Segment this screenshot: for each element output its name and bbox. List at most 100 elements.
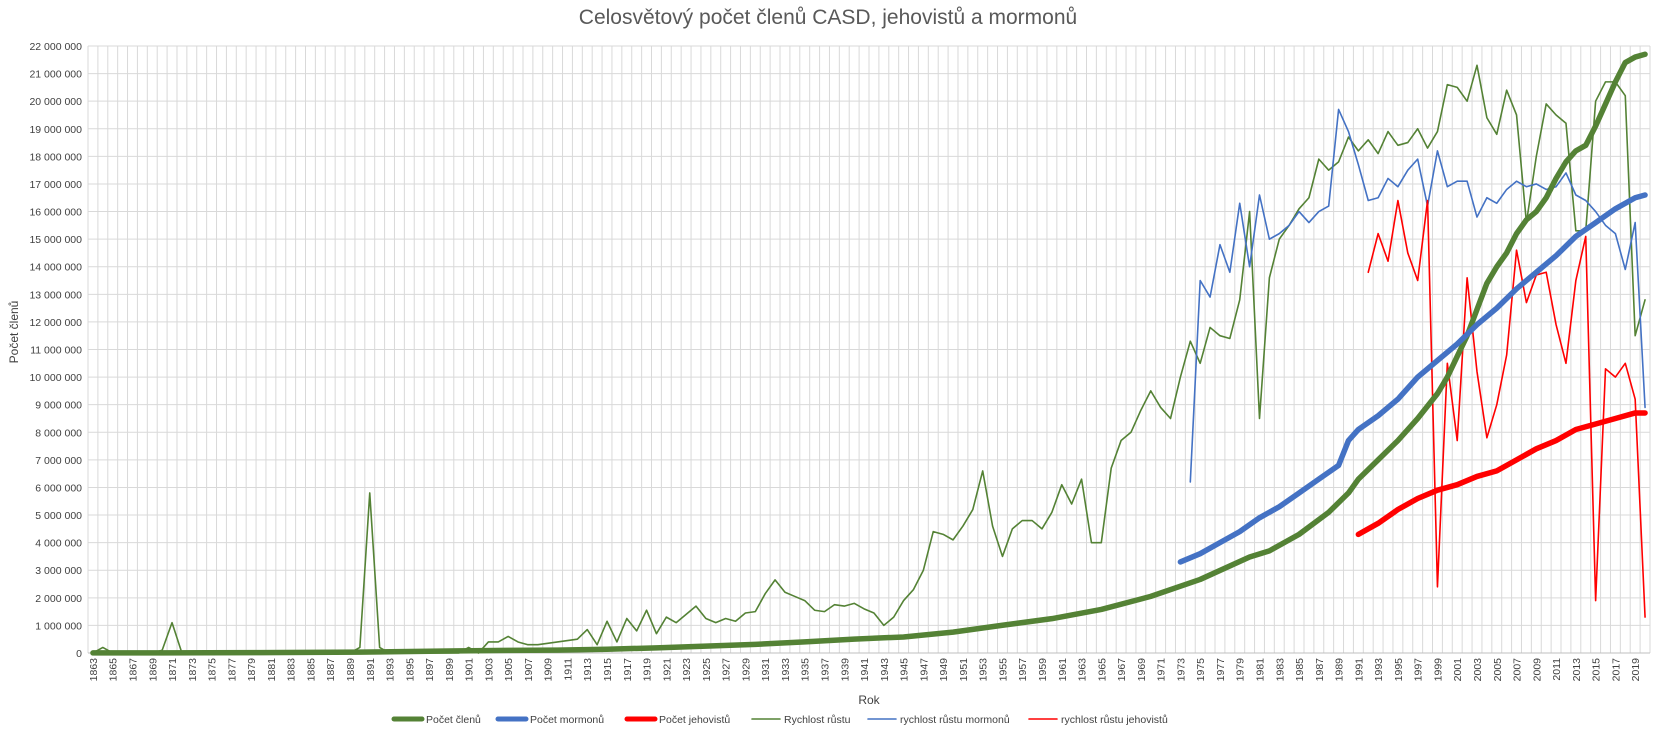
- x-tick-label: 2013: [1571, 658, 1583, 682]
- grid: [87, 45, 1651, 654]
- x-tick-label: 1997: [1413, 658, 1425, 682]
- x-tick-label: 1893: [385, 658, 397, 682]
- x-tick-label: 1863: [88, 658, 100, 682]
- x-tick-label: 1881: [266, 658, 278, 682]
- x-tick-label: 1945: [899, 658, 911, 682]
- legend-label: rychlost růstu mormonů: [900, 714, 1010, 726]
- x-tick-label: 1999: [1432, 658, 1444, 682]
- x-tick-label: 1927: [721, 658, 733, 682]
- x-tick-label: 1943: [879, 658, 891, 682]
- x-tick-label: 1957: [1017, 658, 1029, 682]
- x-tick-label: 1915: [602, 658, 614, 682]
- x-tick-label: 1947: [918, 658, 930, 682]
- x-tick-label: 1873: [187, 658, 199, 682]
- x-tick-label: 1941: [859, 658, 871, 682]
- x-tick-label: 1963: [1077, 658, 1089, 682]
- plot-area: [90, 51, 1648, 656]
- y-tick-label: 7 000 000: [35, 455, 82, 467]
- x-tick-label: 1925: [701, 658, 713, 682]
- x-tick-label: 1937: [820, 658, 832, 682]
- y-tick-label: 19 000 000: [29, 124, 82, 136]
- y-tick-label: 6 000 000: [35, 482, 82, 494]
- y-tick-label: 3 000 000: [35, 565, 82, 577]
- x-tick-label: 1931: [760, 658, 772, 682]
- x-tick-label: 1871: [167, 658, 179, 682]
- x-tick-label: 1889: [345, 658, 357, 682]
- legend-label: Počet členů: [426, 714, 481, 726]
- y-tick-label: 9 000 000: [35, 400, 82, 412]
- series-line-1: [1177, 192, 1648, 565]
- legend-label: Počet jehovistů: [659, 714, 730, 726]
- x-tick-label: 1985: [1294, 658, 1306, 682]
- x-tick-label: 1899: [444, 658, 456, 682]
- x-tick-label: 1903: [483, 658, 495, 682]
- y-tick-label: 5 000 000: [35, 510, 82, 522]
- x-tick-label: 2007: [1512, 658, 1524, 682]
- x-tick-label: 1983: [1274, 658, 1286, 682]
- x-axis: 1863 1865 1867 1869 1871 1873 1875 1877 1879 1881…: [88, 658, 1642, 682]
- x-tick-label: 1901: [464, 658, 476, 682]
- x-tick-label: 2009: [1531, 658, 1543, 682]
- x-tick-label: 1991: [1353, 658, 1365, 682]
- y-tick-label: 15 000 000: [29, 234, 82, 246]
- y-tick-label: 13 000 000: [29, 289, 82, 301]
- x-tick-label: 1993: [1373, 658, 1385, 682]
- legend-label: rychlost růstu jehovistů: [1061, 714, 1168, 726]
- x-tick-label: 2019: [1630, 658, 1642, 682]
- x-tick-label: 1879: [246, 658, 258, 682]
- legend-label: Rychlost růstu: [784, 714, 851, 726]
- x-tick-label: 1953: [978, 658, 990, 682]
- x-tick-label: 1875: [207, 658, 219, 682]
- x-tick-label: 1905: [503, 658, 515, 682]
- x-tick-label: 1933: [780, 658, 792, 682]
- series-line-4: [1189, 108, 1646, 483]
- x-tick-label: 1929: [740, 658, 752, 682]
- x-tick-label: 1971: [1156, 658, 1168, 682]
- y-tick-label: 18 000 000: [29, 151, 82, 163]
- y-tick-label: 2 000 000: [35, 593, 82, 605]
- legend-label: Počet mormonů: [530, 714, 604, 726]
- x-tick-label: 1979: [1235, 658, 1247, 682]
- x-tick-label: 2017: [1610, 658, 1622, 682]
- series-line-3: [92, 64, 1646, 654]
- x-tick-label: 1895: [404, 658, 416, 682]
- y-tick-label: 16 000 000: [29, 207, 82, 219]
- x-tick-label: 1967: [1116, 658, 1128, 682]
- legend: Počet členů Počet mormonů Počet jehovistů R…: [391, 714, 1168, 726]
- x-tick-label: 1923: [681, 658, 693, 682]
- y-axis: 0 1 000 000 2 000 000 3 000 000 4 000 000 5 0…: [29, 41, 82, 660]
- series-line-0: [90, 51, 1648, 656]
- x-tick-label: 1887: [325, 658, 337, 682]
- y-tick-label: 1 000 000: [35, 620, 82, 632]
- y-tick-label: 4 000 000: [35, 538, 82, 550]
- x-tick-label: 1897: [424, 658, 436, 682]
- x-tick-label: 1955: [997, 658, 1009, 682]
- x-tick-label: 1975: [1195, 658, 1207, 682]
- x-tick-label: 1939: [839, 658, 851, 682]
- series-line-2: [1355, 410, 1648, 538]
- y-tick-label: 10 000 000: [29, 372, 82, 384]
- y-tick-label: 17 000 000: [29, 179, 82, 191]
- y-tick-label: 8 000 000: [35, 427, 82, 439]
- y-tick-label: 12 000 000: [29, 317, 82, 329]
- series-line-5: [1367, 199, 1646, 618]
- y-tick-label: 11 000 000: [30, 345, 82, 357]
- x-tick-label: 1977: [1215, 658, 1227, 682]
- x-tick-label: 1959: [1037, 658, 1049, 682]
- y-tick-label: 21 000 000: [29, 69, 82, 81]
- x-tick-label: 1883: [286, 658, 298, 682]
- x-tick-label: 1869: [147, 658, 159, 682]
- x-tick-label: 1987: [1314, 658, 1326, 682]
- x-tick-label: 1911: [562, 658, 574, 681]
- x-tick-label: 1951: [958, 658, 970, 682]
- y-tick-label: 22 000 000: [29, 41, 82, 53]
- x-tick-label: 1885: [305, 658, 317, 682]
- x-tick-label: 1965: [1096, 658, 1108, 682]
- x-tick-label: 1865: [108, 658, 120, 682]
- x-tick-label: 1913: [582, 658, 594, 682]
- y-axis-title: Počet členů: [7, 301, 21, 364]
- y-tick-label: 0: [76, 648, 82, 660]
- x-tick-label: 1935: [800, 658, 812, 682]
- y-tick-label: 20 000 000: [29, 96, 82, 108]
